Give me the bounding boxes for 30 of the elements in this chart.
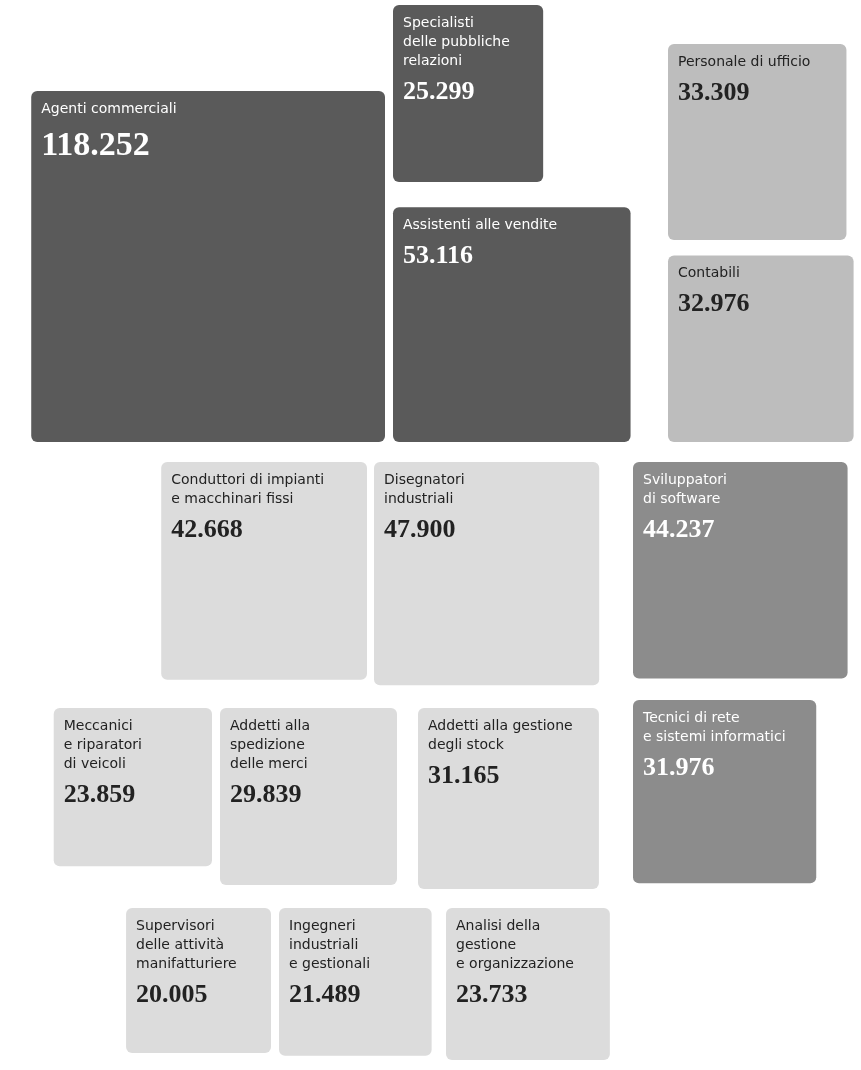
category-label: Contabili [678,264,740,281]
category-label: Analisi della gestione e organizzazione [456,917,574,971]
data-label: 20.005 [136,979,208,1008]
data-label: 32.976 [678,288,750,318]
category-label: Addetti alla gestione degli stock [428,717,573,752]
data-label: 47.900 [384,514,456,543]
data-label: 25.299 [403,76,475,106]
category-label: Conduttori di impianti e macchinari fissi [171,471,325,506]
category-label: Personale di ufficio [678,53,811,69]
category-label: Assistenti alle vendite [403,216,558,233]
data-label: 29.839 [230,779,302,808]
data-label: 21.489 [289,979,361,1008]
data-label: 23.733 [456,979,528,1008]
data-label: 42.668 [171,514,243,543]
category-label: Meccanici e riparatori di veicoli [63,717,142,771]
category-label: Agenti commerciali [41,100,177,117]
data-label: 33.309 [678,77,750,106]
data-label: 118.252 [41,125,150,163]
data-label: 44.237 [643,514,715,543]
category-label: Addetti alla spedizione delle merci [230,717,310,771]
data-label: 31.976 [643,752,715,781]
category-label: Disegnatori industriali [384,471,465,506]
data-label: 31.165 [428,760,500,789]
category-label: Tecnici di rete e sistemi informatici [642,709,786,744]
category-label: Supervisori delle attività manifatturiere [136,917,237,971]
data-label: 53.116 [403,240,474,270]
category-label: Ingegneri industriali e gestionali [289,917,371,971]
category-label: Sviluppatori di software [643,471,727,506]
category-label: Specialisti delle pubbliche relazioni [403,14,510,69]
data-label: 23.859 [63,779,136,808]
